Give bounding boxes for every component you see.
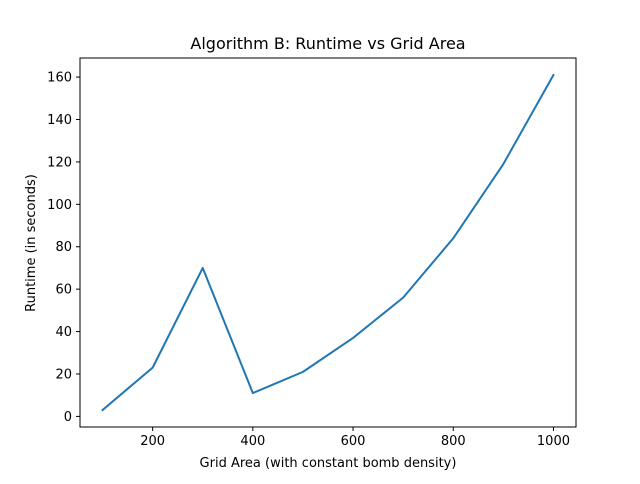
y-tick-label: 0 (64, 410, 72, 425)
x-tick-label: 600 (341, 434, 366, 449)
x-tick-label: 800 (441, 434, 466, 449)
series-layer (101, 73, 555, 412)
x-axis-ticks: 200 400 600 800 1000 (140, 427, 570, 449)
y-tick-label: 160 (47, 71, 72, 86)
x-axis-label: Grid Area (with constant bomb density) (200, 456, 457, 471)
y-axis-label: Runtime (in seconds) (24, 174, 39, 312)
y-tick-label: 80 (55, 240, 72, 255)
y-tick-label: 100 (47, 198, 72, 213)
y-axis-ticks: 0 20 40 60 80 100 120 140 160 (47, 71, 80, 425)
x-tick-label: 1000 (537, 434, 570, 449)
x-tick-label: 200 (140, 434, 165, 449)
y-tick-label: 60 (55, 283, 72, 298)
y-tick-label: 40 (55, 325, 72, 340)
y-tick-label: 140 (47, 113, 72, 128)
y-tick-label: 20 (55, 367, 72, 382)
chart-title: Algorithm B: Runtime vs Grid Area (190, 34, 465, 53)
series-line (101, 73, 555, 412)
y-tick-label: 120 (47, 155, 72, 170)
plot-area-frame (79, 57, 577, 428)
x-tick-label: 400 (240, 434, 265, 449)
